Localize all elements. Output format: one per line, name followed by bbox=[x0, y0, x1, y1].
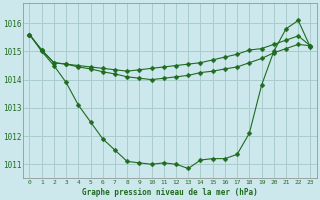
X-axis label: Graphe pression niveau de la mer (hPa): Graphe pression niveau de la mer (hPa) bbox=[82, 188, 258, 197]
